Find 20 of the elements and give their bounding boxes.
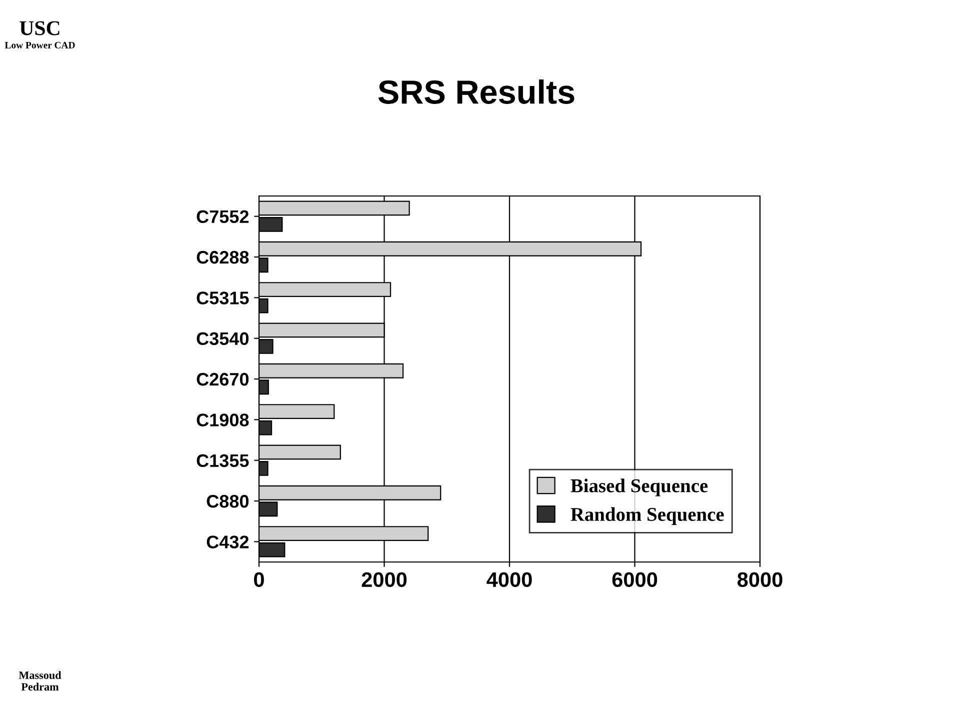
y-tick-label: C1355 (196, 454, 249, 468)
x-tick-label: 0 (254, 572, 264, 588)
y-tick-label: C6288 (196, 250, 249, 264)
y-tick-label: C1908 (196, 414, 249, 426)
x-tick-label: 4000 (486, 572, 532, 588)
chart-title: SRS Results (378, 79, 574, 104)
y-tick-label: C880 (206, 494, 249, 508)
legend-label: Biased Sequence (570, 478, 708, 496)
text: Massoud Pedram (18, 671, 62, 691)
y-tick-label: C432 (206, 536, 249, 548)
x-tick-label: 8000 (737, 572, 782, 588)
y-tick-label: C2670 (196, 372, 249, 386)
text: USC (20, 21, 60, 36)
legend-label: Random Sequence (570, 507, 724, 525)
y-tick-label: C3540 (196, 332, 249, 346)
y-tick-label: C5315 (196, 292, 249, 304)
y-tick-label: C7552 (196, 210, 249, 224)
x-tick-label: 2000 (362, 572, 407, 588)
x-tick-label: 6000 (612, 572, 658, 588)
text: Low Power CAD (4, 42, 75, 48)
